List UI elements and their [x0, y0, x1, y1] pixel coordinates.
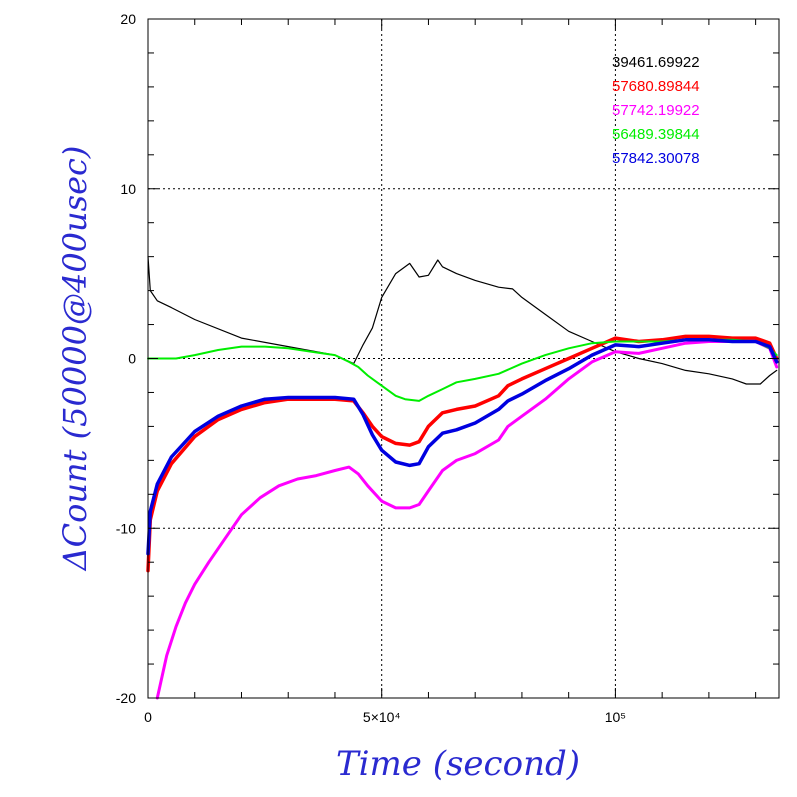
tick-labels: 0 5×10⁴ 10⁵ -20 -10 0 10 20: [116, 11, 626, 725]
series-line-3: [155, 340, 779, 700]
y-tick-label: -20: [116, 690, 136, 706]
series-line-1: [147, 256, 778, 385]
legend-entry: 56489.39844: [612, 126, 700, 143]
legend-entry: 57742.19922: [612, 102, 700, 119]
x-tick-label: 5×10⁴: [363, 709, 401, 725]
y-tick-label: 10: [120, 181, 136, 197]
series-group: [146, 256, 779, 700]
y-axis-title: ΔCount (50000@400usec): [56, 146, 94, 573]
grid: [148, 19, 779, 698]
y-tick-label: -10: [116, 520, 136, 536]
legend-entry: 57842.30078: [612, 150, 700, 167]
legend: 39461.69922 57680.89844 57742.19922 56489.3…: [612, 54, 700, 167]
y-tick-label: 20: [120, 11, 136, 27]
x-axis-title: Time (second): [336, 744, 580, 784]
x-tick-label: 10⁵: [605, 709, 626, 725]
legend-entry: 39461.69922: [612, 54, 700, 71]
y-tick-label: 0: [128, 351, 136, 367]
series-line-5: [146, 338, 779, 556]
x-tick-label: 0: [144, 709, 152, 725]
ticks: [147, 18, 779, 699]
series-line-2: [146, 334, 779, 573]
legend-entry: 57680.89844: [612, 78, 700, 95]
